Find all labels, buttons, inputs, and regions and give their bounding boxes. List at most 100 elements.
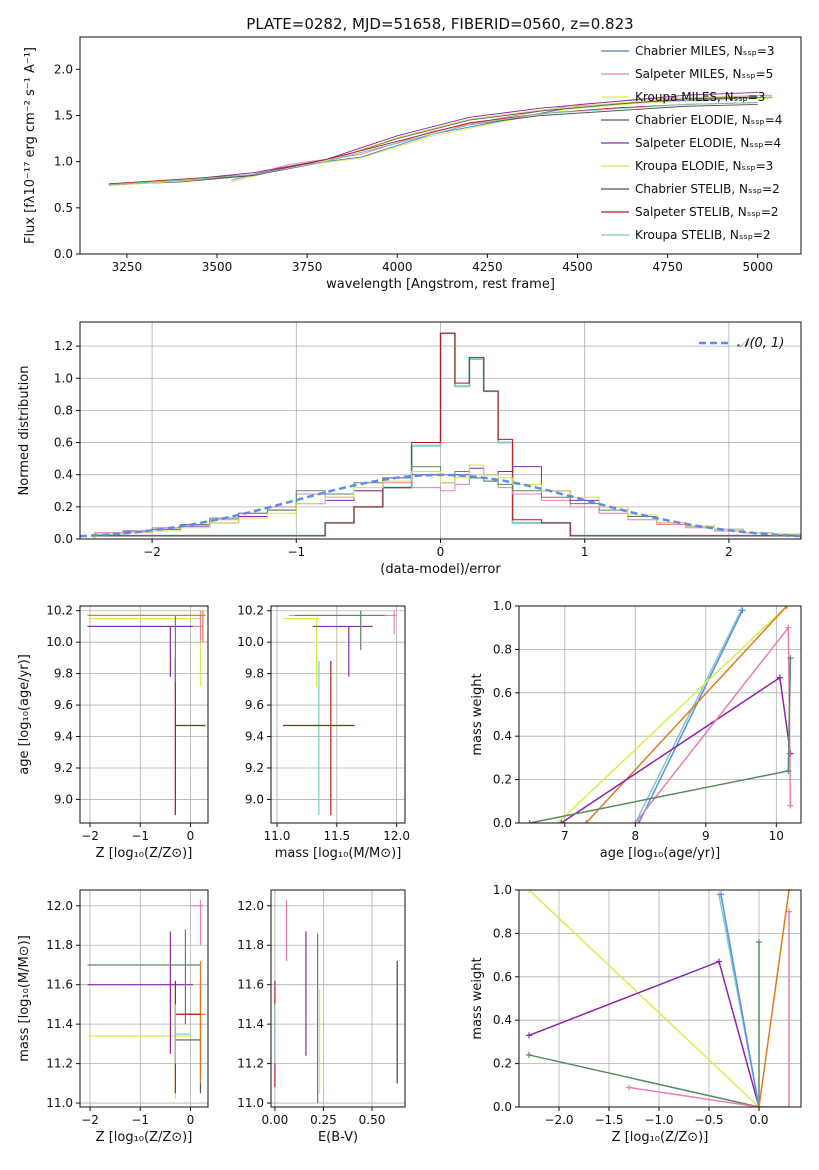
x-axis-label: Z [log₁₀(Z/Z⊙)]: [96, 1130, 193, 1145]
legend-label: Kroupa ELODIE, Nₛₛₚ=3: [635, 159, 773, 173]
y-tick-label: 1.5: [54, 108, 73, 122]
x-tick-label: 9: [702, 829, 710, 843]
y-tick-label: 2.0: [54, 62, 73, 76]
chart-age_vs_mass: 11.0 11.5 12.0 9.0 9.2 9.4 9.6 9.8 10.0 10.2 mass …: [237, 604, 410, 861]
y-axis-label: age [log₁₀(age/yr)]: [17, 654, 32, 775]
x-tick-label: 11.5: [323, 829, 350, 843]
legend-label: Chabrier ELODIE, Nₛₛₚ=4: [635, 113, 782, 127]
x-axis-label: mass [log₁₀(M/M⊙)]: [275, 846, 402, 861]
y-tick-label: 0.2: [493, 773, 512, 787]
y-tick-label: 9.2: [245, 761, 264, 775]
y-tick-label: 9.4: [54, 730, 73, 744]
series-line-1: [638, 610, 744, 823]
x-tick-label: −2: [81, 1113, 99, 1127]
y-tick-label: 0.4: [493, 729, 512, 743]
x-tick-label: −1.0: [644, 1113, 673, 1127]
y-tick-label: 0.4: [493, 1013, 512, 1027]
x-tick-label: −0.5: [694, 1113, 723, 1127]
chart-mass_weight_vs_age: 7 8 9 10 0.0 0.2 0.4 0.6 0.8 1.0 age [log₁₀(age/yr…: [470, 599, 802, 861]
hist-STELIB: [93, 332, 801, 539]
figure-title: PLATE=0282, MJD=51658, FIBERID=0560, z=0…: [246, 15, 633, 33]
normal-curve: [80, 473, 801, 538]
y-tick-label: 0.4: [54, 468, 73, 482]
chart-mass_vs_Z: −2 −1 0 11.0 11.2 11.4 11.6 11.8 12.0 Z [log₁₀(Z/…: [17, 889, 209, 1145]
chart-age_vs_Z: −2 −1 0 9.0 9.2 9.4 9.6 9.8 10.0 10.2 Z [log₁₀(Z/Z…: [17, 604, 209, 861]
x-tick-label: −1: [287, 545, 305, 559]
axes-frame: [79, 605, 209, 824]
series-line-4: [560, 676, 792, 823]
y-tick-label: 12.0: [46, 899, 73, 913]
x-tick-label: 0.50: [359, 1113, 386, 1127]
axes-frame: [518, 889, 802, 1108]
y-tick-label: 9.0: [245, 792, 264, 806]
y-axis-label: Flux [fλ10⁻¹⁷ erg cm⁻² s⁻¹ A⁻¹]: [23, 47, 38, 244]
plot-area: [282, 610, 397, 816]
legend-label: Salpeter STELIB, Nₛₛₚ=2: [635, 205, 779, 219]
y-tick-label: 11.6: [237, 978, 264, 992]
axes-frame: [79, 36, 802, 255]
x-tick-label: 0.00: [262, 1113, 289, 1127]
y-tick-label: 11.8: [46, 938, 73, 952]
plot-area: [526, 606, 794, 823]
plot-area: [87, 899, 206, 1100]
x-tick-label: 8: [632, 829, 640, 843]
y-tick-label: 9.8: [245, 667, 264, 681]
series-line-8: [108, 102, 758, 186]
y-tick-label: 11.0: [46, 1096, 73, 1110]
x-tick-label: −1: [131, 1113, 149, 1127]
axes-frame: [518, 605, 802, 824]
x-tick-label: 11.0: [264, 829, 291, 843]
series-line-0: [528, 890, 760, 1107]
y-tick-label: 11.4: [237, 1017, 264, 1031]
y-tick-label: 0.0: [493, 816, 512, 830]
x-tick-label: 0: [437, 545, 445, 559]
y-tick-label: 9.4: [245, 730, 264, 744]
chart-mass_weight_vs_Z: −2.0 −1.5 −1.0 −0.5 0.0 0.0 0.2 0.4 0.6 0.8 1.0 Z […: [470, 883, 802, 1145]
plot-area: [274, 899, 398, 1104]
chart-spectrum: 3250 3500 3750 4000 4250 4500 4750 5000 0.0 0.5 1.…: [23, 36, 802, 292]
y-tick-label: 0.2: [54, 500, 73, 514]
y-tick-label: 0.0: [54, 532, 73, 546]
x-tick-label: 5000: [742, 260, 773, 274]
hist-MILES: [93, 477, 801, 539]
x-tick-label: 4500: [562, 260, 593, 274]
y-tick-label: 10.0: [46, 635, 73, 649]
x-axis-label: E(B-V): [318, 1130, 358, 1145]
y-tick-label: 11.4: [46, 1017, 73, 1031]
x-tick-label: −2: [143, 545, 161, 559]
y-tick-label: 0.6: [54, 436, 73, 450]
legend-label: Kroupa STELIB, Nₛₛₚ=2: [635, 228, 771, 242]
y-tick-label: 0.2: [493, 1057, 512, 1071]
legend-label: Chabrier STELIB, Nₛₛₚ=2: [635, 182, 780, 196]
x-axis-label: age [log₁₀(age/yr)]: [600, 846, 721, 861]
x-tick-label: −2: [81, 829, 99, 843]
x-tick-label: 10: [769, 829, 784, 843]
series-line-3: [585, 606, 788, 823]
series-line-3: [108, 96, 758, 186]
x-tick-label: 3500: [202, 260, 233, 274]
hist-yellow: [93, 464, 801, 539]
y-tick-label: 9.0: [54, 792, 73, 806]
series-line-4: [108, 91, 758, 186]
y-tick-label: 0.8: [54, 403, 73, 417]
x-tick-label: 0.0: [749, 1113, 768, 1127]
y-tick-label: 9.6: [245, 698, 264, 712]
x-tick-label: −1: [131, 829, 149, 843]
series-line-5: [720, 894, 760, 1107]
series-line-7: [108, 102, 758, 185]
plot-area: [526, 890, 792, 1107]
legend-label: Salpeter ELODIE, Nₛₛₚ=4: [635, 136, 781, 150]
y-axis-label: mass weight: [470, 957, 485, 1039]
y-tick-label: 11.0: [237, 1096, 264, 1110]
plot-area: [108, 91, 773, 187]
x-tick-label: 4000: [382, 260, 413, 274]
y-tick-label: 10.2: [46, 604, 73, 618]
legend-label: Chabrier MILES, Nₛₛₚ=3: [635, 44, 775, 58]
x-tick-label: −1.5: [594, 1113, 623, 1127]
y-axis-label: mass [log₁₀(M/M⊙)]: [17, 935, 32, 1062]
y-axis-label: Normed distribution: [17, 366, 32, 496]
x-tick-label: 4750: [652, 260, 683, 274]
x-tick-label: 2: [725, 545, 733, 559]
axes-frame: [270, 605, 406, 824]
